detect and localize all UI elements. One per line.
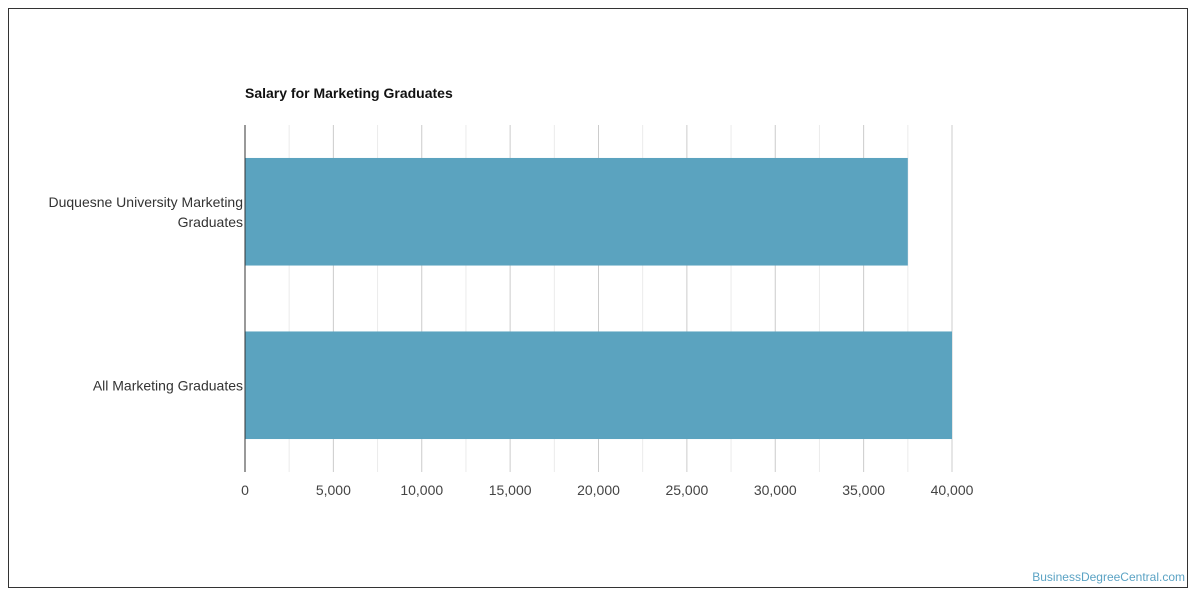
bar-0[interactable] (245, 157, 908, 266)
x-tick-label: 30,000 (754, 482, 797, 498)
category-label-0: Duquesne University Marketing Graduates (48, 194, 243, 230)
x-tick-label: 35,000 (842, 482, 885, 498)
x-tick-label: 5,000 (316, 482, 351, 498)
chart-title: Salary for Marketing Graduates (245, 85, 453, 101)
x-tick-label: 25,000 (665, 482, 708, 498)
bars (245, 157, 952, 440)
x-tick-label: 15,000 (489, 482, 532, 498)
x-tick-label: 10,000 (400, 482, 443, 498)
x-tick-label: 40,000 (931, 482, 974, 498)
x-tick-labels: 0 5,000 10,000 15,000 20,000 25,000 30,000 35,0… (241, 482, 974, 498)
x-tick-label: 20,000 (577, 482, 620, 498)
category-label-1: All Marketing Graduates (93, 377, 243, 393)
bar-1[interactable] (245, 331, 952, 440)
category-labels: Duquesne University Marketing Graduates Al… (48, 194, 243, 394)
watermark-link[interactable]: BusinessDegreeCentral.com (1032, 570, 1185, 584)
x-tick-label: 0 (241, 482, 249, 498)
